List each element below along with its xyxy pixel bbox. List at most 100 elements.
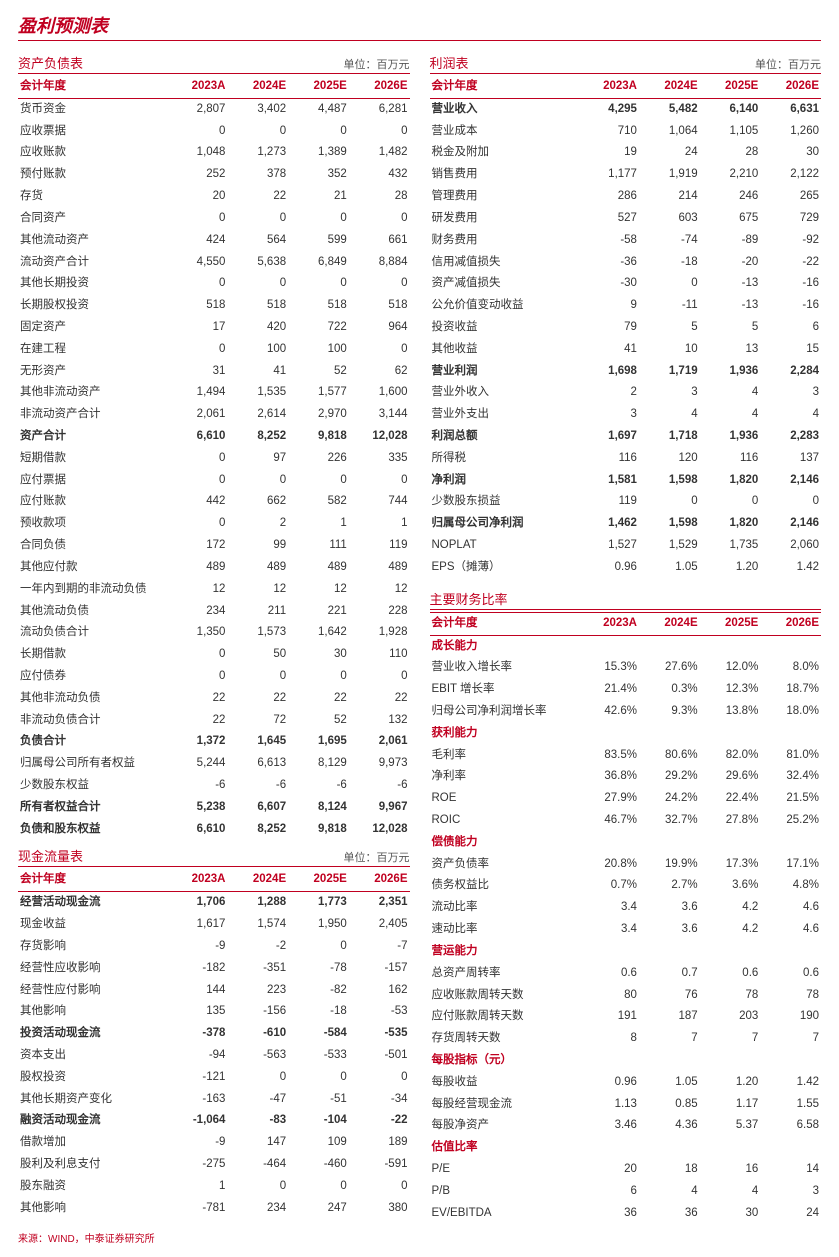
cell-value: 1,642 — [288, 622, 349, 644]
cell-value: 0 — [349, 121, 410, 143]
year-col: 2023A — [578, 612, 639, 635]
cell-value: -13 — [700, 295, 761, 317]
row-label: 负债和股东权益 — [18, 819, 167, 841]
table-row: 投资收益79556 — [430, 317, 822, 339]
row-label: 资产减值损失 — [430, 273, 579, 295]
cell-value: 3.6 — [639, 897, 700, 919]
cell-value: 662 — [227, 491, 288, 513]
cell-value: 5,238 — [167, 797, 228, 819]
cell-value: 3 — [578, 404, 639, 426]
cell-value: 0.96 — [578, 557, 639, 579]
cell-value: 226 — [288, 448, 349, 470]
unit-label: 单位：百万元 — [755, 56, 821, 72]
ratios-header: 主要财务比率 — [430, 589, 822, 610]
cell-value: 62 — [349, 361, 410, 383]
cell-value: 36 — [639, 1203, 700, 1225]
cell-value: 27.8% — [700, 810, 761, 832]
table-row: 营业外支出3444 — [430, 404, 822, 426]
cell-value: -7 — [349, 936, 410, 958]
table-row: 流动资产合计4,5505,6386,8498,884 — [18, 252, 410, 274]
year-header-row: 会计年度 2023A 2024E 2025E 2026E — [18, 76, 410, 98]
cell-value: 4.8% — [760, 875, 821, 897]
cell-value: 109 — [288, 1132, 349, 1154]
row-label: 营业收入增长率 — [430, 657, 579, 679]
table-row: 每股经营现金流1.130.851.171.55 — [430, 1094, 822, 1116]
row-label: 预收款项 — [18, 513, 167, 535]
row-label: 营业收入 — [430, 98, 579, 120]
cell-value: 119 — [349, 535, 410, 557]
row-label: 应付票据 — [18, 470, 167, 492]
cell-value: 0 — [349, 1176, 410, 1198]
cell-value: 30 — [760, 142, 821, 164]
cell-value: 22 — [167, 710, 228, 732]
cell-value: 21.5% — [760, 788, 821, 810]
cell-value: 1,695 — [288, 731, 349, 753]
table-row: 资产合计6,6108,2529,81812,028 — [18, 426, 410, 448]
table-row: 资本支出-94-563-533-501 — [18, 1045, 410, 1067]
cell-value: 0.3% — [639, 679, 700, 701]
cell-value: -610 — [227, 1023, 288, 1045]
cell-value: 14 — [760, 1159, 821, 1181]
cell-value: 211 — [227, 601, 288, 623]
cell-value: 116 — [578, 448, 639, 470]
cell-value: 52 — [288, 361, 349, 383]
cell-value: -13 — [700, 273, 761, 295]
cell-value: 4 — [700, 404, 761, 426]
cell-value: 19.9% — [639, 854, 700, 876]
cell-value: -104 — [288, 1110, 349, 1132]
row-label: EBIT 增长率 — [430, 679, 579, 701]
row-label: 一年内到期的非流动负债 — [18, 579, 167, 601]
cell-value: -58 — [578, 230, 639, 252]
table-row: ROIC46.7%32.7%27.8%25.2% — [430, 810, 822, 832]
cell-value: 710 — [578, 121, 639, 143]
year-col: 2024E — [639, 76, 700, 98]
left-column: 资产负债表 单位：百万元 会计年度 2023A 2024E 2025E 2026… — [18, 47, 410, 1224]
cell-value: 1,706 — [167, 892, 228, 914]
cell-value: 24.2% — [639, 788, 700, 810]
row-label: 营业外支出 — [430, 404, 579, 426]
cell-value: 79 — [578, 317, 639, 339]
cell-value: 7 — [639, 1028, 700, 1050]
row-label: 长期股权投资 — [18, 295, 167, 317]
cell-value: 9,818 — [288, 426, 349, 448]
row-label: 其他长期资产变化 — [18, 1089, 167, 1111]
table-row: NOPLAT1,5271,5291,7352,060 — [430, 535, 822, 557]
cell-value: 0 — [167, 273, 228, 295]
table-row: 应付账款周转天数191187203190 — [430, 1006, 822, 1028]
cell-value: 100 — [227, 339, 288, 361]
cell-value: 0 — [227, 208, 288, 230]
cell-value: 0 — [288, 666, 349, 688]
cell-value: 4 — [700, 382, 761, 404]
row-label: 合同负债 — [18, 535, 167, 557]
cell-value: -92 — [760, 230, 821, 252]
row-label: 资产合计 — [18, 426, 167, 448]
ratio-group-header: 成长能力 — [430, 635, 822, 657]
cell-value: 1,527 — [578, 535, 639, 557]
cell-value: 286 — [578, 186, 639, 208]
table-row: 其他影响-781234247380 — [18, 1198, 410, 1220]
row-label: 其他流动负债 — [18, 601, 167, 623]
cell-value: 27.6% — [639, 657, 700, 679]
cell-value: -182 — [167, 958, 228, 980]
table-row: 股东融资1000 — [18, 1176, 410, 1198]
cell-value: 246 — [700, 186, 761, 208]
cell-value: 4.6 — [760, 897, 821, 919]
cell-value: 9,967 — [349, 797, 410, 819]
cell-value: 603 — [639, 208, 700, 230]
cell-value: 1,697 — [578, 426, 639, 448]
cell-value: 518 — [288, 295, 349, 317]
row-label: 非流动负债合计 — [18, 710, 167, 732]
table-row: 信用减值损失-36-18-20-22 — [430, 252, 822, 274]
table-row: 其他流动负债234211221228 — [18, 601, 410, 623]
cell-value: 29.6% — [700, 766, 761, 788]
year-header-row: 会计年度 2023A 2024E 2025E 2026E — [430, 612, 822, 635]
table-row: 资产负债率20.8%19.9%17.3%17.1% — [430, 854, 822, 876]
row-label: 流动比率 — [430, 897, 579, 919]
cell-value: -378 — [167, 1023, 228, 1045]
year-header-label: 会计年度 — [430, 612, 579, 635]
table-row: EPS（摊薄）0.961.051.201.42 — [430, 557, 822, 579]
cell-value: 1,645 — [227, 731, 288, 753]
cell-value: 41 — [578, 339, 639, 361]
table-row: 其他非流动资产1,4941,5351,5771,600 — [18, 382, 410, 404]
cell-value: 1,350 — [167, 622, 228, 644]
